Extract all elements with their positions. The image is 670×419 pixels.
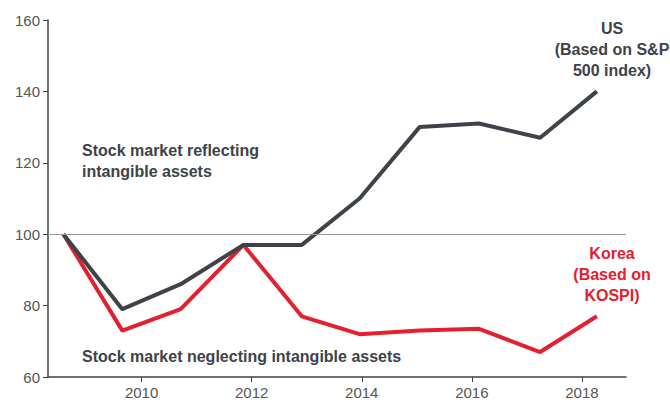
svg-text:US: US [601,20,624,37]
svg-text:KOSPI): KOSPI) [584,287,639,304]
svg-text:2018: 2018 [565,384,598,401]
svg-text:2016: 2016 [455,384,488,401]
svg-text:140: 140 [15,83,40,100]
svg-text:intangible assets: intangible assets [82,163,212,180]
svg-text:60: 60 [23,369,40,386]
svg-text:100: 100 [15,226,40,243]
svg-text:(Based on S&P: (Based on S&P [555,41,670,58]
svg-text:120: 120 [15,154,40,171]
svg-text:Stock market neglecting intang: Stock market neglecting intangible asset… [82,348,401,365]
svg-text:(Based on: (Based on [573,266,650,283]
svg-text:500 index): 500 index) [573,62,651,79]
svg-text:80: 80 [23,297,40,314]
svg-text:2010: 2010 [125,384,158,401]
svg-text:2012: 2012 [235,384,268,401]
svg-text:Stock market reflecting: Stock market reflecting [82,142,259,159]
svg-text:Korea: Korea [589,245,634,262]
svg-text:2014: 2014 [345,384,378,401]
svg-text:160: 160 [15,12,40,29]
